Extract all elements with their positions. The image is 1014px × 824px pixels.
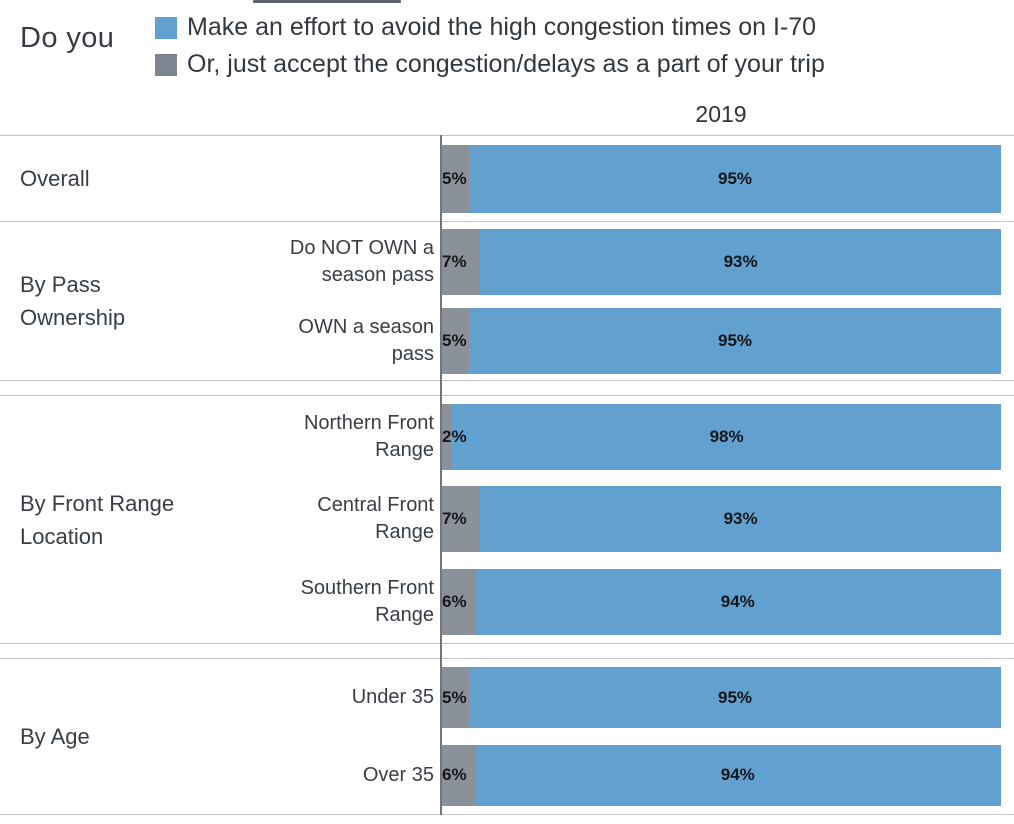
row-label: Central Front Range [317,494,434,544]
bar-track: 5% 95% [441,307,1001,374]
bar-track: 7% 93% [441,486,1001,553]
bar-value-label: 5% [442,687,467,707]
bar-segment-avoid[interactable]: 94% [474,744,1001,806]
bar-track: 6% 94% [441,744,1001,806]
section-age: By Age Under 35 5% 95% [0,659,1014,814]
section-label-age: By Age [20,724,90,749]
bar-value-label: 2% [442,427,467,447]
legend-item-accept[interactable]: Or, just accept the congestion/delays as… [155,50,825,79]
bar-value-label: 5% [442,330,467,350]
bar-value-label: 93% [723,509,758,529]
section-label-overall: Overall [20,166,90,191]
block-age: By Age Under 35 5% 95% [0,658,1014,815]
table-row: Northern Front Range 2% 98% [265,396,1014,478]
legend-label-avoid: Make an effort to avoid the high congest… [187,13,817,41]
section-front-range: By Front Range Location Northern Front R… [0,396,1014,643]
table-row: OWN a season pass 5% 95% [265,301,1014,380]
row-label: OWN a season pass [298,315,434,365]
bar-value-label: 95% [717,687,753,707]
legend-label-accept: Or, just accept the congestion/delays as… [187,50,825,78]
bar-segment-avoid[interactable]: 93% [480,486,1001,553]
bar-value-label: 95% [717,168,753,188]
bar-value-label: 7% [442,509,467,529]
legend: Make an effort to avoid the high congest… [155,13,825,79]
table-row: Under 35 5% 95% [265,659,1014,737]
section-label-pass-ownership: By Pass Ownership [20,272,126,330]
bar-segment-avoid[interactable]: 93% [480,228,1001,295]
bar-segment-avoid[interactable]: 95% [469,144,1001,213]
row-label: Over 35 [362,763,434,786]
block-front-range: By Front Range Location Northern Front R… [0,395,1014,644]
bar-track: 5% 95% [441,667,1001,729]
table-row: Southern Front Range 6% 94% [265,561,1014,643]
legend-swatch-gray-icon[interactable] [155,53,177,76]
bar-value-label: 94% [720,591,755,611]
row-label: Southern Front Range [300,576,434,626]
bar-segment-accept[interactable]: 5% [441,667,469,729]
bar-segment-accept[interactable]: 6% [441,568,475,635]
bar-segment-avoid[interactable]: 95% [469,307,1001,374]
bar-track: 5% 95% [441,144,1001,213]
bar-segment-avoid[interactable]: 98% [452,404,1001,471]
bar-value-label: 95% [717,330,753,350]
bar-value-label: 6% [442,591,467,611]
axis-baseline [440,135,442,815]
block-overall-pass: Overall 5% 95% [0,135,1014,381]
section-overall: Overall 5% 95% [0,136,1014,222]
bar-segment-avoid[interactable]: 95% [469,667,1001,729]
row-label: Under 35 [351,686,434,709]
table-row: Do NOT OWN a season pass 7% 93% [265,222,1014,301]
table-row: 5% 95% [265,136,1014,221]
bar-value-label: 7% [442,251,467,271]
bar-value-label: 98% [709,427,744,447]
question-label: Do you [20,22,115,54]
bar-track: 2% 98% [441,404,1001,471]
section-pass-ownership: By Pass Ownership Do NOT OWN a season pa… [0,222,1014,380]
section-label-front-range: By Front Range Location [20,490,175,549]
row-label: Northern Front Range [303,412,434,462]
bar-segment-accept[interactable]: 6% [441,744,475,806]
table-row: Over 35 6% 94% [265,737,1014,815]
column-header-year: 2019 [695,101,747,127]
bar-segment-accept[interactable]: 7% [441,486,481,553]
table-row: Central Front Range 7% 93% [265,478,1014,560]
bar-value-label: 5% [442,168,467,188]
bar-segment-avoid[interactable]: 94% [474,568,1001,635]
bar-track: 7% 93% [441,228,1001,295]
bar-value-label: 6% [442,765,467,785]
bar-segment-accept[interactable]: 5% [441,144,469,213]
legend-swatch-blue-icon[interactable] [155,16,177,39]
bar-segment-accept[interactable]: 5% [441,307,469,374]
bar-value-label: 94% [720,765,755,785]
row-label: Do NOT OWN a season pass [289,236,434,286]
legend-item-avoid[interactable]: Make an effort to avoid the high congest… [155,13,825,42]
bar-segment-accept[interactable]: 2% [441,404,467,471]
chart-table: Overall 5% 95% [0,135,1014,815]
bar-value-label: 93% [723,251,758,271]
clipped-text-artifact [253,0,401,3]
bar-segment-accept[interactable]: 7% [441,228,481,295]
bar-track: 6% 94% [441,568,1001,635]
